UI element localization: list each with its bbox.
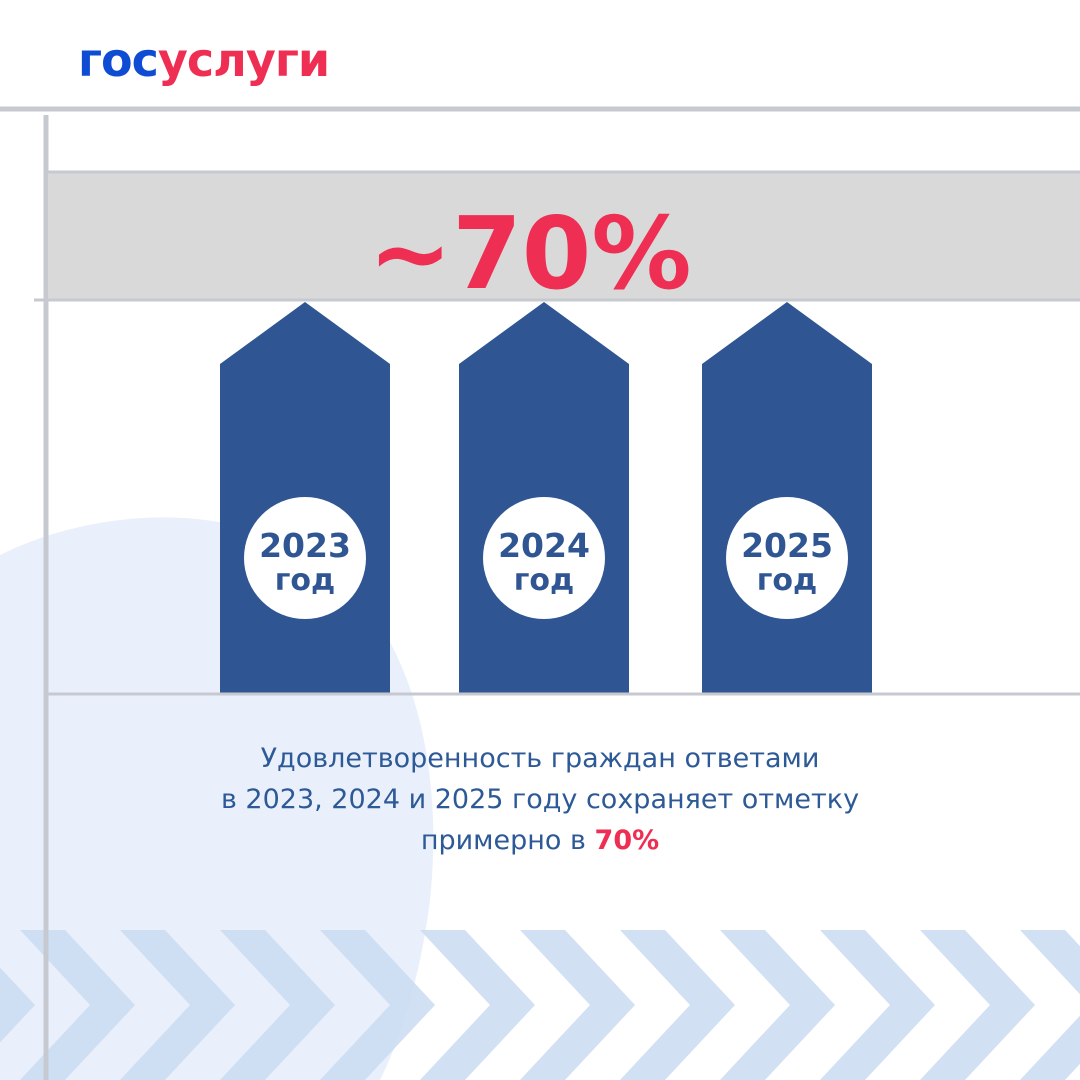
category-unit-label: год (757, 563, 818, 598)
caption-accent-value: 70% (594, 825, 660, 856)
category-unit-label: год (275, 563, 336, 598)
value-band (48, 173, 1080, 300)
gosuslugi-logo: госуслуги (78, 30, 330, 90)
value-annotation: ~70% (368, 195, 691, 312)
chevron-shape (620, 930, 735, 1080)
chevron-shape (220, 930, 335, 1080)
logo-text-gos: гос (78, 33, 159, 87)
logo-text-uslugi: услуги (157, 33, 330, 87)
caption-line-3-text: примерно в (420, 825, 595, 856)
chevron-shape (820, 930, 935, 1080)
category-year-label: 2023 (259, 526, 351, 565)
chevron-shape (420, 930, 535, 1080)
category-year-label: 2024 (498, 526, 590, 565)
year-label-circle (726, 497, 848, 619)
chevron-shape (0, 967, 35, 1043)
chevron-pattern (0, 930, 1080, 1080)
chevron-shape (720, 930, 835, 1080)
caption-line-2: в 2023, 2024 и 2025 году сохраняет отмет… (220, 784, 860, 815)
chevron-shape (920, 930, 1035, 1080)
chevron-shape (320, 930, 435, 1080)
chevron-shape (120, 930, 235, 1080)
chevron-shape (20, 930, 135, 1080)
year-label-circle (244, 497, 366, 619)
chevron-shape (520, 930, 635, 1080)
caption-line-3: примерно в 70% (140, 820, 940, 861)
category-year-label: 2025 (741, 526, 833, 565)
category-unit-label: год (514, 563, 575, 598)
year-label-circle (483, 497, 605, 619)
chart-caption: Удовлетворенность граждан ответами в 202… (140, 738, 940, 861)
caption-line-1: Удовлетворенность граждан ответами (260, 743, 820, 774)
chevron-shape (1020, 930, 1080, 1080)
